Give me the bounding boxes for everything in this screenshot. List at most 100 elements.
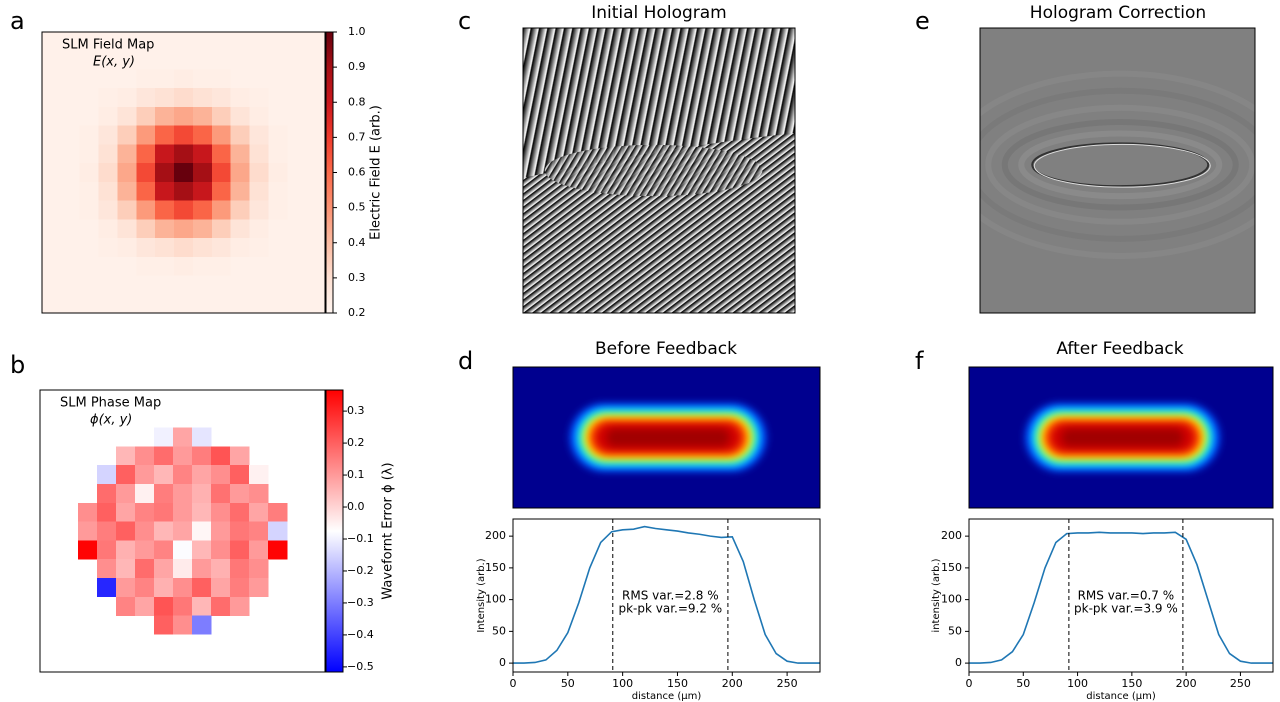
heat-cell — [154, 540, 174, 560]
heat-cell — [211, 502, 231, 522]
heat-cell — [136, 144, 156, 164]
heat-cell — [173, 596, 193, 616]
heat-cell — [117, 200, 137, 220]
heat-cell — [98, 294, 118, 314]
heat-cell — [79, 200, 99, 220]
heat-cell — [174, 69, 194, 89]
heat-cell — [42, 88, 62, 108]
panel-letter: a — [10, 7, 25, 35]
heat-cell — [174, 219, 194, 239]
heat-cell — [287, 144, 307, 164]
intensity-line — [969, 531, 1273, 664]
heat-cell — [268, 50, 288, 70]
heat-cell — [249, 484, 269, 504]
plot-frame — [39, 389, 326, 673]
beam-profile — [1061, 429, 1184, 446]
x-axis-label: distance (μm) — [632, 691, 702, 702]
heat-cell — [249, 200, 269, 220]
heat-cell — [174, 294, 194, 314]
heat-cell — [116, 446, 136, 466]
heat-cell — [211, 521, 231, 541]
heat-cell — [249, 32, 269, 52]
image-frame — [968, 366, 1274, 509]
panel-title: After Feedback — [1056, 339, 1183, 359]
heat-cell — [98, 32, 118, 52]
heat-cell — [60, 88, 81, 108]
heat-cell — [117, 50, 137, 70]
heat-cell — [268, 294, 288, 314]
heat-cell — [287, 163, 307, 183]
heat-cell — [97, 521, 117, 541]
heat-cell — [60, 32, 81, 52]
heat-cell — [249, 106, 269, 126]
colorbar-tick-label: 0.2 — [348, 306, 366, 319]
heat-cell — [192, 596, 212, 616]
panel-title: SLM Phase Map — [60, 396, 161, 411]
heat-cell — [268, 256, 288, 276]
heat-cell — [268, 163, 288, 183]
heat-cell — [173, 446, 193, 466]
heat-cell — [230, 219, 250, 239]
plot-frame — [512, 518, 821, 673]
heat-cell — [79, 238, 99, 258]
heat-cell — [42, 200, 62, 220]
heat-cell — [287, 294, 307, 314]
heat-cell — [249, 163, 269, 183]
heat-cell — [174, 238, 194, 258]
heat-cell — [230, 181, 250, 201]
heat-cell — [42, 69, 62, 89]
heat-cell — [174, 50, 194, 70]
heat-cell — [306, 294, 326, 314]
heat-cell — [268, 32, 288, 52]
heat-cell — [79, 181, 99, 201]
y-axis-label: intensity (arb.) — [931, 558, 942, 632]
heat-cell — [192, 144, 213, 164]
colorbar-tick-label: −0.4 — [347, 628, 374, 641]
colorbar-tick-label: 0.1 — [347, 468, 365, 481]
heat-cell — [42, 238, 62, 258]
image-frame — [512, 366, 821, 509]
heat-cell — [155, 181, 175, 201]
heat-cell — [230, 465, 250, 485]
panel-title: Initial Hologram — [591, 3, 727, 23]
heat-cell — [306, 200, 326, 220]
y-tick-label: 150 — [941, 561, 962, 574]
heat-cell — [136, 32, 156, 52]
heat-cell — [230, 125, 250, 145]
heat-cell — [117, 256, 137, 276]
heat-cell — [79, 50, 99, 70]
x-tick-label: 150 — [667, 677, 688, 690]
heat-cell — [154, 615, 174, 635]
heat-cell — [97, 559, 117, 579]
heat-cell — [60, 181, 81, 201]
heat-cell — [192, 50, 213, 70]
panel-title: Hologram Correction — [1030, 3, 1206, 23]
heat-cell — [211, 125, 231, 145]
heat-cell — [98, 219, 118, 239]
heat-cell — [98, 144, 118, 164]
heat-cell — [98, 125, 118, 145]
heat-cell — [230, 540, 250, 560]
panel-letter: f — [915, 347, 924, 375]
heat-cell — [174, 88, 194, 108]
heat-cell — [98, 69, 118, 89]
heat-cell — [174, 163, 194, 183]
heat-cell — [42, 106, 62, 126]
x-tick-label: 200 — [722, 677, 743, 690]
heat-cell — [42, 144, 62, 164]
heat-cell — [249, 144, 269, 164]
correction-ripple — [1018, 130, 1223, 200]
heat-cell — [174, 144, 194, 164]
correction-ripple — [1031, 142, 1210, 188]
heat-cell — [287, 181, 307, 201]
heat-cell — [136, 125, 156, 145]
annotation: RMS var.=0.7 % — [1078, 589, 1175, 603]
heat-cell — [230, 294, 250, 314]
heat-cell — [211, 596, 231, 616]
heat-cell — [79, 69, 99, 89]
heat-cell — [42, 256, 62, 276]
heat-cell — [116, 540, 136, 560]
heat-cell — [79, 294, 99, 314]
heat-cell — [154, 484, 174, 504]
heat-cell — [60, 125, 81, 145]
